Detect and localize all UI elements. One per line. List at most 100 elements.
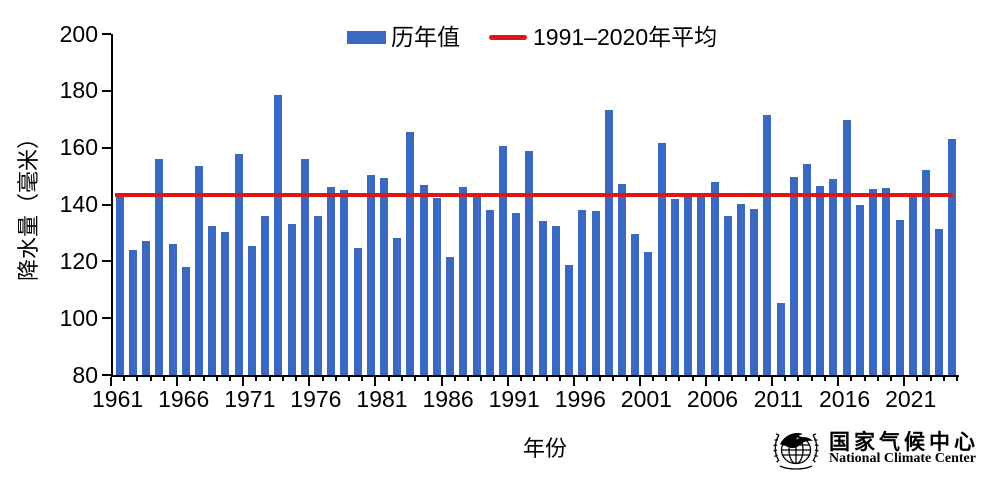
x-tick-40 <box>638 377 641 386</box>
bar-2001 <box>644 252 653 375</box>
bar-1970 <box>234 154 243 375</box>
x-tick-37 <box>599 377 602 381</box>
x-tick-54 <box>823 377 826 381</box>
x-tick-52 <box>797 377 800 381</box>
x-tick-14 <box>295 377 298 381</box>
bar-1968 <box>208 226 217 375</box>
bar-1975 <box>300 159 309 375</box>
bar-2020 <box>895 219 904 375</box>
y-tick-label-160: 160 <box>59 134 98 161</box>
x-tick-6 <box>189 377 192 381</box>
x-tick-label-2011: 2011 <box>753 386 804 412</box>
bar-2011 <box>776 303 785 375</box>
x-tick-18 <box>347 377 350 381</box>
bar-2014 <box>816 185 825 375</box>
bar-1983 <box>406 131 415 375</box>
bar-1985 <box>432 197 441 375</box>
bar-2005 <box>697 197 706 375</box>
x-tick-28 <box>480 377 483 381</box>
x-tick-label-1981: 1981 <box>356 386 408 412</box>
bar-1961 <box>115 196 124 375</box>
bar-1998 <box>604 110 613 375</box>
reference-line <box>115 192 953 197</box>
x-tick-22 <box>400 377 403 381</box>
bar-1969 <box>221 232 230 375</box>
bar-1979 <box>353 247 362 375</box>
x-tick-48 <box>744 377 747 381</box>
x-tick-64 <box>956 377 958 381</box>
x-tick-3 <box>149 377 152 381</box>
x-tick-2 <box>136 377 139 381</box>
bar-1995 <box>565 264 573 375</box>
x-tick-53 <box>810 377 813 381</box>
x-tick-label-1976: 1976 <box>290 386 342 412</box>
bar-1991 <box>512 213 521 375</box>
x-tick-56 <box>850 377 853 381</box>
bar-1977 <box>327 187 336 375</box>
bar-2022 <box>922 169 930 375</box>
x-tick-label-2006: 2006 <box>686 386 739 412</box>
bar-1982 <box>393 237 402 375</box>
x-tick-29 <box>493 377 496 381</box>
x-tick-19 <box>361 377 364 381</box>
x-tick-49 <box>757 377 760 381</box>
plot-area <box>111 34 959 377</box>
x-tick-label-2021: 2021 <box>885 386 937 412</box>
x-tick-23 <box>414 377 416 381</box>
ncc-name-english: National Climate Center <box>829 451 976 466</box>
x-tick-59 <box>889 377 892 381</box>
x-tick-41 <box>652 377 654 381</box>
legend-line-swatch <box>489 35 527 40</box>
bar-2024 <box>948 139 957 375</box>
bar-1962 <box>128 250 137 375</box>
x-tick-34 <box>559 377 562 381</box>
bar-2019 <box>882 188 891 375</box>
x-tick-57 <box>863 377 866 381</box>
bar-1997 <box>591 211 600 375</box>
y-tick-label-120: 120 <box>59 247 98 274</box>
bar-1971 <box>247 246 256 375</box>
bar-2000 <box>631 233 640 375</box>
bar-1980 <box>366 174 375 375</box>
y-tick-label-80: 80 <box>72 361 98 388</box>
x-tick-21 <box>387 377 390 381</box>
ncc-globe-emblem-icon <box>773 433 819 470</box>
x-tick-38 <box>612 377 615 381</box>
legend-line-label: 1991–2020年平均 <box>533 24 718 50</box>
y-tick-140 <box>102 203 111 206</box>
x-tick-39 <box>625 377 628 381</box>
bar-1974 <box>287 223 296 375</box>
bar-1965 <box>168 243 177 375</box>
y-tick-200 <box>102 33 111 35</box>
bar-1992 <box>525 151 534 375</box>
x-tick-31 <box>519 377 522 381</box>
x-tick-label-1996: 1996 <box>554 386 606 412</box>
x-tick-label-1991: 1991 <box>488 386 540 412</box>
y-tick-100 <box>102 317 111 320</box>
bar-1986 <box>446 257 455 375</box>
y-tick-80 <box>102 374 111 376</box>
x-axis-title: 年份 <box>522 436 568 461</box>
x-tick-10 <box>242 377 245 386</box>
legend-bar-label: 历年值 <box>391 24 460 50</box>
bar-1999 <box>617 184 626 375</box>
bar-1967 <box>194 166 203 375</box>
x-tick-label-2001: 2001 <box>620 386 672 412</box>
bar-2010 <box>763 114 772 375</box>
y-tick-160 <box>102 146 111 149</box>
x-tick-label-2016: 2016 <box>819 386 871 412</box>
x-tick-label-1966: 1966 <box>158 386 210 412</box>
x-tick-42 <box>665 377 668 381</box>
x-tick-58 <box>876 377 879 381</box>
x-tick-25 <box>440 377 443 386</box>
x-tick-label-1961: 1961 <box>92 386 144 412</box>
bar-1966 <box>181 267 190 375</box>
x-tick-8 <box>215 377 218 381</box>
bar-2017 <box>855 204 864 375</box>
bar-2003 <box>670 199 679 375</box>
x-tick-17 <box>334 377 337 381</box>
bar-1972 <box>261 216 269 375</box>
bar-1978 <box>340 190 349 375</box>
x-tick-20 <box>374 377 377 386</box>
x-tick-27 <box>466 377 469 381</box>
